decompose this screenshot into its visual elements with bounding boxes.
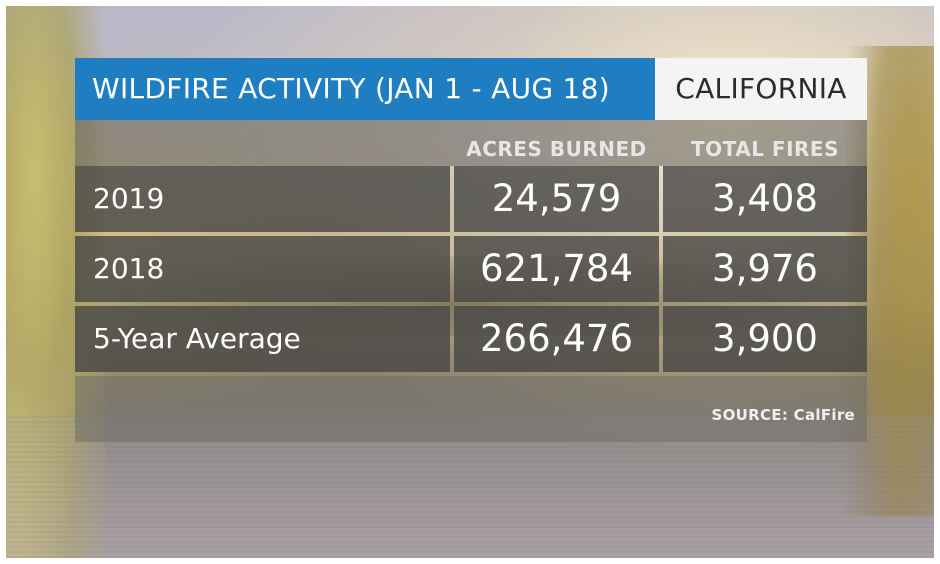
row-label: 5-Year Average	[75, 306, 450, 372]
fires-value: 3,408	[663, 166, 867, 232]
table-row: 5-Year Average 266,476 3,900	[75, 306, 867, 372]
fires-value: 3,900	[663, 306, 867, 372]
table-row: 2019 24,579 3,408	[75, 166, 867, 232]
column-header-acres: ACRES BURNED	[466, 137, 647, 161]
fires-value: 3,976	[663, 236, 867, 302]
acres-value: 24,579	[454, 166, 659, 232]
region-label: CALIFORNIA	[655, 58, 867, 120]
panel-header: WILDFIRE ACTIVITY (JAN 1 - AUG 18) CALIF…	[75, 58, 867, 120]
column-header-row: ACRES BURNED TOTAL FIRES	[75, 120, 867, 166]
column-header-fires: TOTAL FIRES	[691, 137, 839, 161]
source-footer: SOURCE: CalFire	[75, 376, 867, 442]
panel-title: WILDFIRE ACTIVITY (JAN 1 - AUG 18)	[75, 58, 655, 120]
row-label: 2019	[75, 166, 450, 232]
acres-value: 266,476	[454, 306, 659, 372]
source-credit: SOURCE: CalFire	[711, 406, 855, 424]
row-label: 2018	[75, 236, 450, 302]
table-row: 2018 621,784 3,976	[75, 236, 867, 302]
acres-value: 621,784	[454, 236, 659, 302]
